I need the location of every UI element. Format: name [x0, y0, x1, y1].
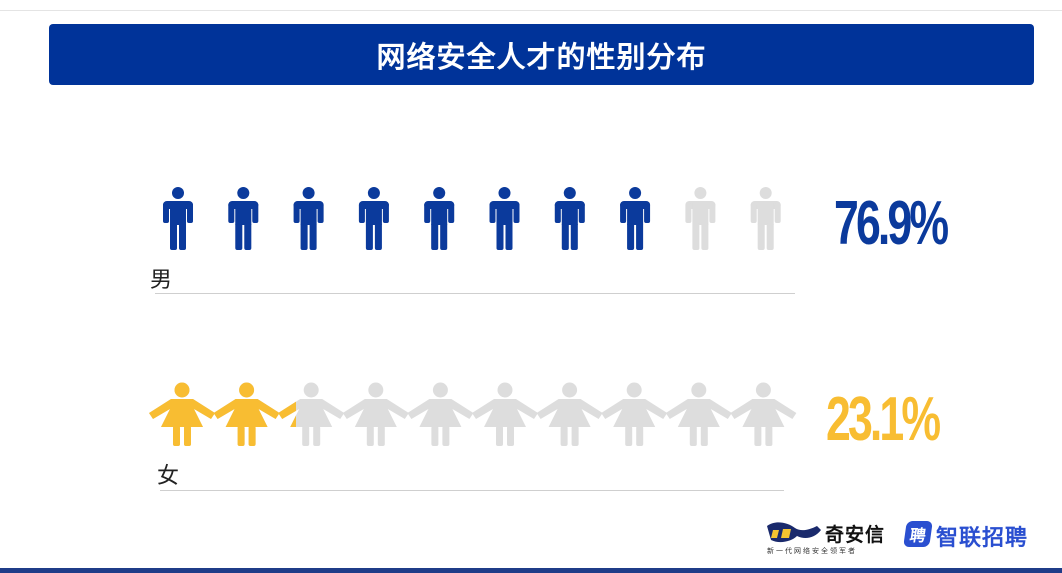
male-person-icon: [750, 187, 781, 250]
female-person-icon: [213, 382, 280, 446]
male-person-icon: [228, 187, 259, 250]
male-label: 男: [150, 268, 173, 293]
male-person-icon: [293, 187, 324, 250]
qianxin-logo-icon: [767, 522, 821, 543]
female-person-icon: [278, 382, 345, 446]
male-person-icon: [163, 187, 193, 250]
female-person-icon: [601, 382, 668, 446]
zhaopin-name: 智联招聘: [936, 526, 1029, 551]
male-divider: [155, 293, 795, 294]
female-divider: [160, 490, 784, 491]
qianxin-slogan: 新一代网络安全领军者: [767, 547, 857, 555]
male-person-icon: [620, 187, 651, 250]
male-row: 76.9% 男: [0, 178, 1062, 298]
female-person-icon: [536, 382, 603, 446]
female-label: 女: [157, 464, 180, 489]
male-person-icon: [358, 187, 389, 250]
male-person-icon: [424, 187, 455, 250]
male-person-icon: [685, 187, 716, 250]
female-percentage: 23.1%: [826, 385, 941, 454]
male-icon-row: [163, 187, 781, 250]
qianxin-name: 奇安信: [825, 524, 886, 546]
female-icon-row: [149, 382, 797, 446]
female-row: 23.1% 女: [0, 376, 1062, 496]
male-percentage: 76.9%: [834, 189, 949, 258]
female-person-icon: [472, 382, 538, 446]
top-divider: [0, 10, 1062, 11]
male-person-icon: [554, 187, 585, 250]
chart-title: 网络安全人才的性别分布: [376, 39, 707, 74]
title-banner: 网络安全人才的性别分布: [49, 24, 1034, 85]
male-person-icon: [489, 187, 520, 250]
female-person-icon: [730, 382, 797, 446]
zhaopin-logo-icon: 聘: [903, 521, 933, 547]
female-person-icon: [149, 382, 215, 446]
logo-area: 奇安信 新一代网络安全领军者 聘 智联招聘: [765, 518, 1055, 558]
female-person-icon: [407, 382, 474, 446]
bottom-bar: [0, 568, 1062, 573]
female-person-icon: [342, 382, 409, 446]
female-person-icon: [665, 382, 732, 446]
